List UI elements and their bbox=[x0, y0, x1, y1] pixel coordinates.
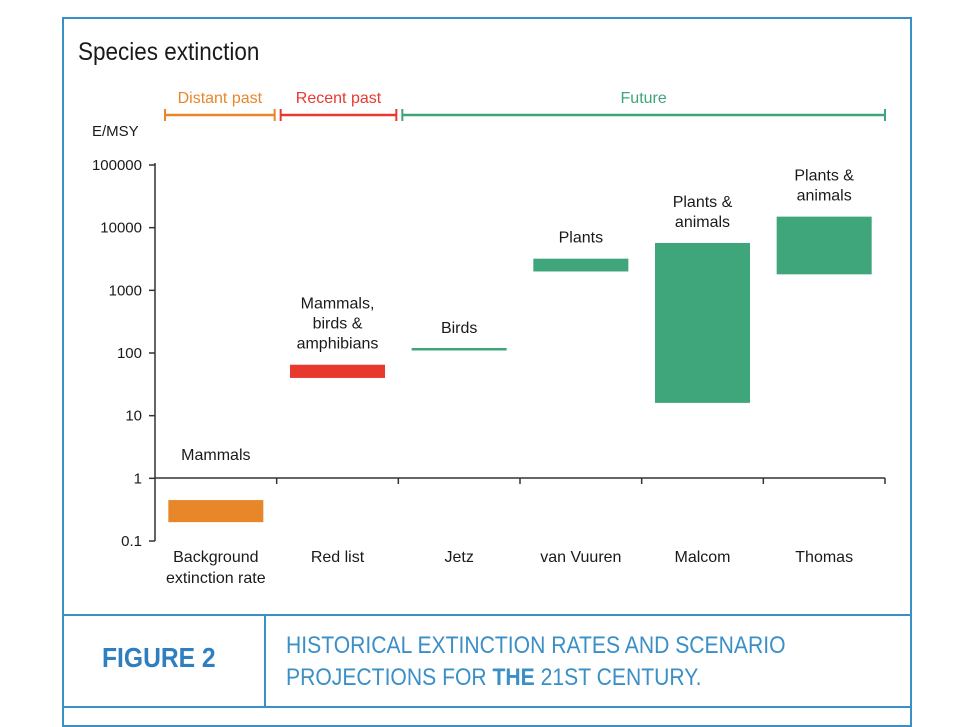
y-tick-label: 10 bbox=[125, 408, 142, 425]
figure-label: FIGURE 2 bbox=[102, 642, 216, 673]
x-tick-label: Thomas bbox=[795, 549, 853, 566]
bar-label: Plants & bbox=[673, 194, 733, 211]
y-tick-label: 1000 bbox=[109, 282, 142, 299]
caption-text-2: 21ST CENTURY. bbox=[534, 664, 702, 691]
y-tick-label: 100 bbox=[117, 345, 142, 362]
x-tick-label: extinction rate bbox=[166, 570, 266, 587]
x-tick-label: Red list bbox=[311, 549, 365, 566]
chart-title: Species extinction bbox=[78, 38, 260, 66]
caption-text-1: HISTORICAL EXTINCTION RATES AND SCENARIO… bbox=[286, 632, 786, 691]
bar-label: Mammals bbox=[181, 447, 250, 464]
bar-label: Mammals, bbox=[301, 296, 375, 313]
y-axis-label: E/MSY bbox=[92, 123, 139, 140]
bar-label: birds & bbox=[313, 316, 363, 333]
bar-label: Plants bbox=[559, 230, 603, 247]
bar bbox=[168, 500, 264, 523]
bar-label: animals bbox=[675, 214, 730, 231]
bar bbox=[533, 258, 629, 272]
bottom-divider bbox=[62, 706, 912, 708]
bar-label: animals bbox=[797, 188, 852, 205]
period-label: Distant past bbox=[178, 90, 263, 107]
bar bbox=[655, 242, 750, 403]
y-tick-label: 0.1 bbox=[121, 533, 142, 550]
x-tick-label: van Vuuren bbox=[540, 549, 621, 566]
caption-vertical-divider bbox=[264, 614, 266, 706]
period-label: Recent past bbox=[296, 90, 382, 107]
figure-caption: HISTORICAL EXTINCTION RATES AND SCENARIO… bbox=[286, 630, 823, 694]
y-tick-label: 100000 bbox=[92, 157, 142, 174]
period-label: Future bbox=[621, 90, 667, 107]
y-tick-label: 10000 bbox=[100, 220, 142, 237]
x-tick-label: Malcom bbox=[674, 549, 730, 566]
bar-label: amphibians bbox=[297, 336, 379, 353]
y-tick-label: 1 bbox=[134, 470, 142, 487]
bar bbox=[776, 216, 872, 275]
x-tick-label: Background bbox=[173, 549, 258, 566]
bar-label: Birds bbox=[441, 320, 477, 337]
bar-label: Plants & bbox=[794, 168, 854, 185]
caption-text-bold: THE bbox=[492, 664, 535, 691]
caption-divider bbox=[62, 614, 912, 616]
bar bbox=[290, 364, 385, 378]
x-tick-label: Jetz bbox=[444, 549, 473, 566]
